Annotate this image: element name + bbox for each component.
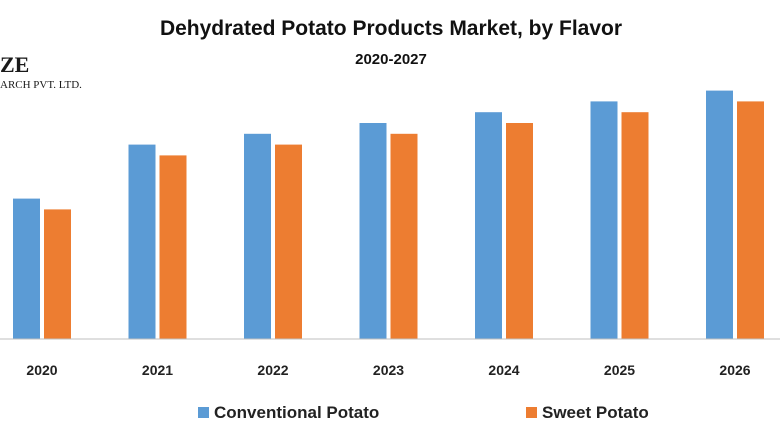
x-tick-labels: 2020 2021 2022 2023 2024 2025 2026	[26, 362, 750, 378]
bar-sweet-2022	[275, 144, 302, 339]
chart-subtitle: 2020-2027	[355, 51, 427, 68]
x-tick-label: 2025	[604, 362, 635, 378]
logo-text-top: ZE	[0, 52, 29, 77]
x-tick-label: 2024	[488, 362, 519, 378]
bar-conventional-2025	[590, 101, 618, 340]
bars-group	[13, 90, 764, 340]
bar-sweet-2023	[390, 133, 418, 339]
legend: Conventional Potato Sweet Potato	[198, 403, 649, 422]
bar-sweet-2024	[506, 123, 533, 339]
company-logo: ZE ARCH PVT. LTD.	[0, 52, 82, 91]
bar-sweet-2026	[737, 101, 764, 340]
bar-conventional-2026	[706, 90, 733, 339]
logo-text-bottom: ARCH PVT. LTD.	[0, 79, 82, 91]
bar-conventional-2021	[128, 144, 156, 339]
bar-conventional-2022	[244, 133, 271, 339]
chart-title: Dehydrated Potato Products Market, by Fl…	[160, 17, 622, 40]
bar-sweet-2020	[44, 209, 71, 339]
x-tick-label: 2021	[142, 362, 173, 378]
bar-conventional-2023	[359, 123, 387, 339]
legend-swatch	[526, 407, 537, 418]
bar-conventional-2024	[475, 112, 502, 339]
bar-sweet-2021	[159, 155, 187, 339]
x-tick-label: 2020	[26, 362, 57, 378]
legend-label: Sweet Potato	[542, 403, 649, 422]
bar-conventional-2020	[13, 198, 40, 339]
bar-sweet-2025	[621, 112, 649, 339]
legend-swatch	[198, 407, 209, 418]
legend-label: Conventional Potato	[214, 403, 379, 422]
x-tick-label: 2023	[373, 362, 404, 378]
x-tick-label: 2026	[719, 362, 750, 378]
x-tick-label: 2022	[257, 362, 288, 378]
